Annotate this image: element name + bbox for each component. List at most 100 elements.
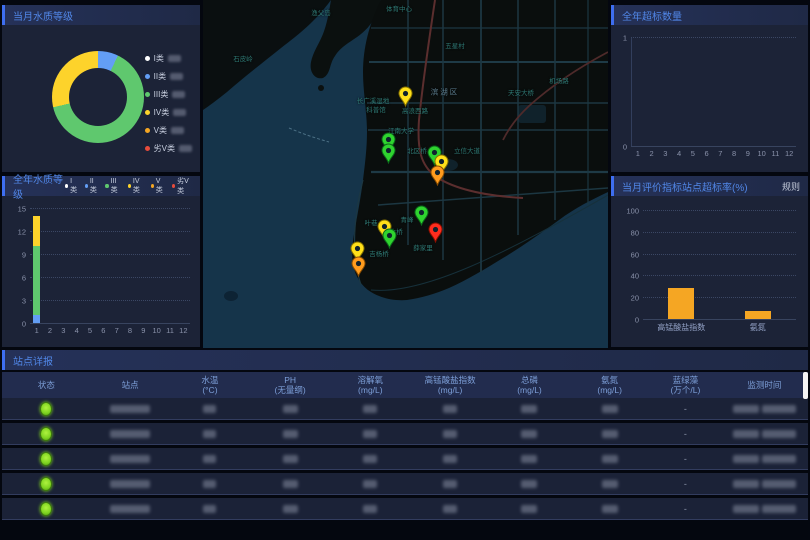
map-label: 机场路	[549, 75, 569, 85]
map-label: 立信大道	[454, 145, 480, 155]
status-indicator	[40, 502, 52, 516]
map-marker-pin-icon[interactable]	[414, 205, 429, 226]
gridline: 9	[30, 254, 190, 255]
y-axis-line	[631, 37, 632, 146]
cell-2	[170, 455, 251, 463]
cell-5	[411, 505, 490, 513]
cell-0	[2, 452, 91, 466]
y-tick-label: 100	[626, 207, 639, 216]
cell-redacted	[283, 405, 298, 413]
map-label: 北区桥	[407, 145, 427, 155]
cell-3	[250, 405, 330, 413]
legend-item: V类	[151, 178, 165, 195]
stacked-bar-legend: I类II类III类IV类V类劣V类	[65, 176, 192, 196]
stacked-bar-plot: 03691215123456789101112	[30, 208, 190, 323]
map-marker-pin-icon[interactable]	[428, 222, 443, 243]
cell-redacted	[521, 430, 537, 438]
x-tick-label: 5	[691, 149, 695, 158]
gridline: 40	[643, 275, 796, 276]
cell-redacted	[762, 505, 796, 513]
table-row[interactable]: -	[2, 498, 808, 520]
gridline: 15	[30, 208, 190, 209]
legend-value-redacted	[179, 145, 192, 152]
cell-9	[721, 430, 808, 438]
cell-1	[91, 455, 170, 463]
cell-redacted	[110, 480, 150, 488]
cell-4	[330, 480, 411, 488]
legend-item: III类	[105, 178, 120, 195]
cell-redacted	[602, 405, 618, 413]
cell-redacted	[110, 455, 150, 463]
stacked-bar-segment	[33, 246, 40, 315]
cell-redacted	[443, 455, 457, 463]
cell-0	[2, 427, 91, 441]
cell-4	[330, 455, 411, 463]
cell-3	[250, 455, 330, 463]
panel-monthly-exceed-rate: 当月评价指标站点超标率(%) 规则 020406080100高锰酸盐指数氨氮	[611, 176, 808, 347]
gridline: 20	[643, 297, 796, 298]
panel-title: 当月水质等级	[13, 8, 73, 23]
cell-redacted	[762, 455, 796, 463]
table-row[interactable]: -	[2, 473, 808, 495]
x-tick-label: 8	[128, 326, 132, 335]
cell-dash: -	[684, 504, 687, 514]
cell-5	[411, 480, 490, 488]
x-tick-label: 1	[35, 326, 39, 335]
legend-value-redacted	[170, 73, 183, 80]
x-tick-label: 4	[75, 326, 79, 335]
table-row[interactable]: -	[2, 398, 808, 420]
x-tick-label: 5	[88, 326, 92, 335]
map-view[interactable]: 体育中心渔父岛五星村石皮岭滨湖区高浪西路机场路天安大桥长广溪湿地科普馆江南大学北…	[203, 0, 608, 348]
column-header-1: 站点	[91, 380, 170, 390]
legend-item: 劣V类	[145, 143, 192, 154]
legend-label: 劣V类	[154, 143, 175, 154]
cell-8: -	[650, 479, 721, 489]
panel-title: 当月评价指标站点超标率(%)	[622, 179, 748, 194]
cell-redacted	[443, 480, 457, 488]
cell-5	[411, 430, 490, 438]
cell-redacted	[602, 455, 618, 463]
table-scrollbar-thumb[interactable]	[803, 372, 808, 399]
cell-redacted	[443, 505, 457, 513]
map-marker-pin-icon[interactable]	[398, 86, 413, 107]
x-tick-label: 3	[61, 326, 65, 335]
status-indicator	[40, 477, 52, 491]
cell-0	[2, 402, 91, 416]
y-tick-label: 9	[22, 251, 26, 260]
legend-dot-icon	[151, 184, 154, 188]
cell-redacted	[443, 405, 457, 413]
status-indicator	[40, 427, 52, 441]
x-tick-label: 11	[166, 326, 174, 335]
cell-redacted	[443, 430, 457, 438]
map-marker-pin-icon[interactable]	[351, 256, 366, 277]
cell-5	[411, 405, 490, 413]
cell-redacted	[203, 480, 216, 488]
map-marker-pin-icon[interactable]	[382, 228, 397, 249]
map-marker-pin-icon[interactable]	[381, 143, 396, 164]
table-header-row: 状态站点水温(°C)PH(无量纲)溶解氧(mg/L)高锰酸盐指数(mg/L)总磷…	[2, 372, 808, 398]
legend-value-redacted	[171, 127, 184, 134]
map-marker-pin-icon[interactable]	[430, 165, 445, 186]
cell-redacted	[521, 480, 537, 488]
cell-6	[490, 430, 570, 438]
table-row[interactable]: -	[2, 423, 808, 445]
cell-dash: -	[684, 404, 687, 414]
cell-redacted	[733, 505, 759, 513]
cell-redacted	[602, 505, 618, 513]
donut-legend: I类II类III类IV类V类劣V类	[145, 53, 192, 154]
panel-annual-water-grade: 全年水质等级 I类II类III类IV类V类劣V类 036912151234567…	[2, 176, 200, 347]
cell-7	[569, 430, 650, 438]
stacked-bar-segment	[33, 216, 40, 247]
empty-line-plot: 10123456789101112	[631, 37, 796, 146]
rate-bar-plot: 020406080100高锰酸盐指数氨氮	[643, 210, 796, 319]
x-tick-label: 10	[152, 326, 160, 335]
cell-redacted	[363, 430, 377, 438]
rules-button[interactable]: 规则	[782, 180, 800, 193]
gridline: 0	[643, 319, 796, 320]
cell-8: -	[650, 404, 721, 414]
legend-label: II类	[154, 71, 166, 82]
cell-4	[330, 505, 411, 513]
panel-header: 当月评价指标站点超标率(%) 规则	[611, 176, 808, 196]
table-row[interactable]: -	[2, 448, 808, 470]
column-header-6: 总磷(mg/L)	[490, 375, 570, 395]
